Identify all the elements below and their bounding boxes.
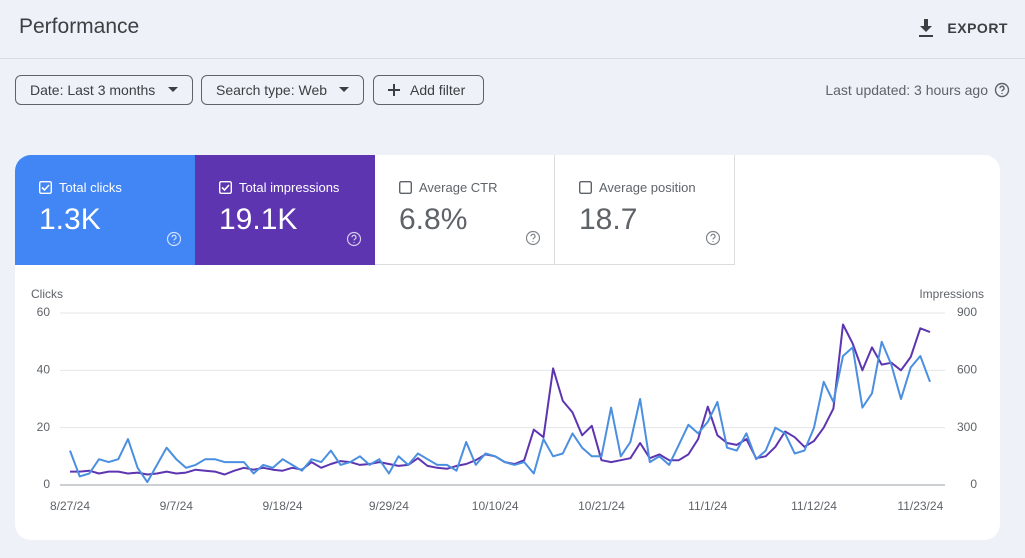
metric-label-row: Total impressions: [219, 180, 339, 195]
help-icon[interactable]: [525, 230, 541, 246]
add-filter[interactable]: Add filter: [373, 75, 484, 105]
x-tick-label: 11/23/24: [897, 499, 943, 513]
metric-tile[interactable]: Total clicks 1.3K: [15, 155, 195, 265]
checkbox[interactable]: [399, 181, 412, 194]
x-tick-label: 9/29/24: [369, 499, 409, 513]
checkbox[interactable]: [579, 181, 592, 194]
page-title: Performance: [19, 15, 140, 38]
y-axis-title: Clicks: [31, 287, 63, 301]
metric-tile[interactable]: Average CTR 6.8%: [375, 155, 555, 265]
help: [166, 231, 182, 252]
chart: Clicks Impressions020406003006009008/27/2…: [31, 287, 984, 513]
metric-tile[interactable]: Average position 18.7: [555, 155, 735, 265]
help-icon[interactable]: [166, 231, 182, 247]
y2-axis-title: Impressions: [919, 287, 984, 301]
download-icon: [919, 19, 934, 37]
x-tick-label: 10/10/24: [472, 499, 519, 513]
help: [525, 230, 541, 251]
chip-label: Date: Last 3 months: [30, 82, 156, 98]
metric-value: 18.7: [579, 203, 638, 236]
performance-card: Total clicks 1.3K Total impressions 19.1…: [15, 155, 1000, 540]
plus-icon: [388, 84, 400, 96]
help: [346, 231, 362, 252]
export-button[interactable]: EXPORT: [917, 18, 1008, 38]
dropdown-arrow: [168, 87, 178, 92]
series-line: [69, 340, 931, 484]
help-icon[interactable]: [705, 230, 721, 246]
metric-label-row: Total clicks: [39, 180, 122, 195]
metric-label-row: Average CTR: [399, 180, 498, 195]
x-tick-label: 11/12/24: [791, 499, 837, 513]
chip-label: Search type: Web: [216, 82, 328, 98]
y-tick-label: 20: [37, 420, 51, 434]
metric-label: Average position: [599, 180, 696, 195]
y2-tick-label: 600: [957, 363, 977, 377]
divider: [0, 58, 1025, 59]
last-updated: Last updated: 3 hours ago: [825, 82, 1010, 98]
checkbox-checked[interactable]: [219, 181, 232, 194]
y-tick-label: 0: [43, 477, 50, 491]
checkbox-checked[interactable]: [39, 181, 52, 194]
help-icon[interactable]: [994, 82, 1010, 98]
metric-label: Total clicks: [59, 180, 122, 195]
y2-tick-label: 300: [957, 420, 977, 434]
y-tick-label: 60: [37, 305, 51, 319]
search-type-filter[interactable]: Search type: Web: [201, 75, 364, 105]
export-label: EXPORT: [947, 20, 1008, 36]
chip-label: Add filter: [410, 82, 466, 98]
y-tick-label: 40: [37, 363, 51, 377]
help-icon[interactable]: [346, 231, 362, 247]
help: [705, 230, 721, 251]
x-tick-label: 10/21/24: [578, 499, 625, 513]
x-tick-label: 9/7/24: [160, 499, 194, 513]
x-tick-label: 9/18/24: [263, 499, 303, 513]
dropdown-arrow: [339, 87, 349, 92]
x-tick-label: 11/1/24: [688, 499, 727, 513]
metric-value: 19.1K: [219, 203, 298, 236]
metric-value: 6.8%: [399, 203, 468, 236]
metric-label: Average CTR: [419, 180, 498, 195]
x-tick-label: 8/27/24: [50, 499, 90, 513]
metric-value: 1.3K: [39, 203, 101, 236]
metric-label: Total impressions: [239, 180, 340, 195]
last-updated-text: Last updated: 3 hours ago: [825, 82, 988, 98]
date-filter[interactable]: Date: Last 3 months: [15, 75, 193, 105]
metric-tile[interactable]: Total impressions 19.1K: [195, 155, 375, 265]
y2-tick-label: 0: [970, 477, 977, 491]
y2-tick-label: 900: [957, 305, 977, 319]
metric-label-row: Average position: [579, 180, 696, 195]
